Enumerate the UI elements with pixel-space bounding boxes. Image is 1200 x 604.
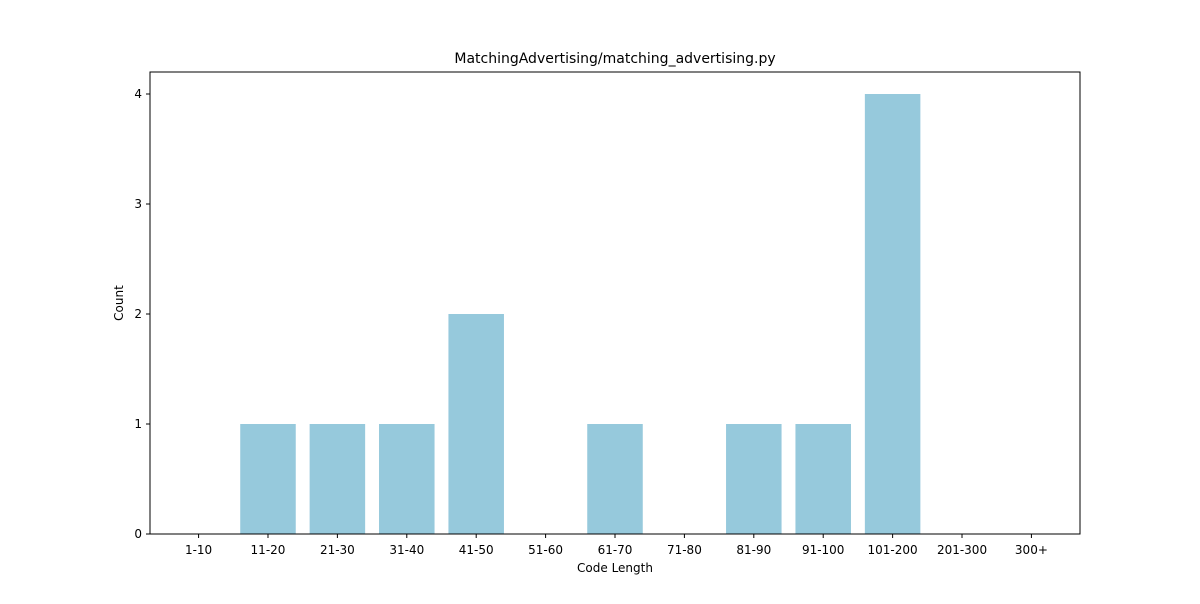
bar-91-100 bbox=[795, 424, 851, 534]
x-tick-label: 21-30 bbox=[320, 543, 355, 557]
bar-101-200 bbox=[864, 94, 921, 534]
x-tick-label: 31-40 bbox=[389, 543, 424, 557]
y-tick-label: 3 bbox=[134, 197, 142, 211]
x-tick-label: 300+ bbox=[1015, 543, 1048, 557]
chart-title: MatchingAdvertising/matching_advertising… bbox=[454, 51, 775, 67]
y-tick-label: 2 bbox=[134, 307, 142, 321]
bar-31-40 bbox=[379, 424, 435, 534]
x-tick-label: 1-10 bbox=[185, 543, 212, 557]
x-tick-label: 81-90 bbox=[736, 543, 771, 557]
x-tick-label: 11-20 bbox=[251, 543, 286, 557]
bar-81-90 bbox=[726, 424, 782, 534]
x-tick-label: 91-100 bbox=[802, 543, 845, 557]
bar-21-30 bbox=[309, 424, 366, 534]
x-axis-label: Code Length bbox=[577, 561, 653, 575]
bar-61-70 bbox=[587, 424, 643, 534]
x-axis: 1-10 11-20 21-30 31-40 41-50 51-60 61-70 71-80 8… bbox=[185, 534, 1048, 557]
x-tick-label: 61-70 bbox=[598, 543, 633, 557]
x-tick-label: 201-300 bbox=[937, 543, 987, 557]
x-tick-label: 51-60 bbox=[528, 543, 563, 557]
bar-41-50 bbox=[448, 314, 504, 534]
y-tick-label: 4 bbox=[134, 87, 142, 101]
x-tick-label: 101-200 bbox=[868, 543, 918, 557]
y-tick-label: 1 bbox=[134, 417, 142, 431]
y-axis: 0 1 2 3 4 bbox=[134, 87, 150, 541]
x-tick-label: 71-80 bbox=[667, 543, 702, 557]
bar-11-20 bbox=[240, 424, 296, 534]
bars-layer bbox=[240, 94, 921, 534]
y-tick-label: 0 bbox=[134, 527, 142, 541]
x-tick-label: 41-50 bbox=[459, 543, 494, 557]
y-axis-label: Count bbox=[112, 285, 126, 321]
